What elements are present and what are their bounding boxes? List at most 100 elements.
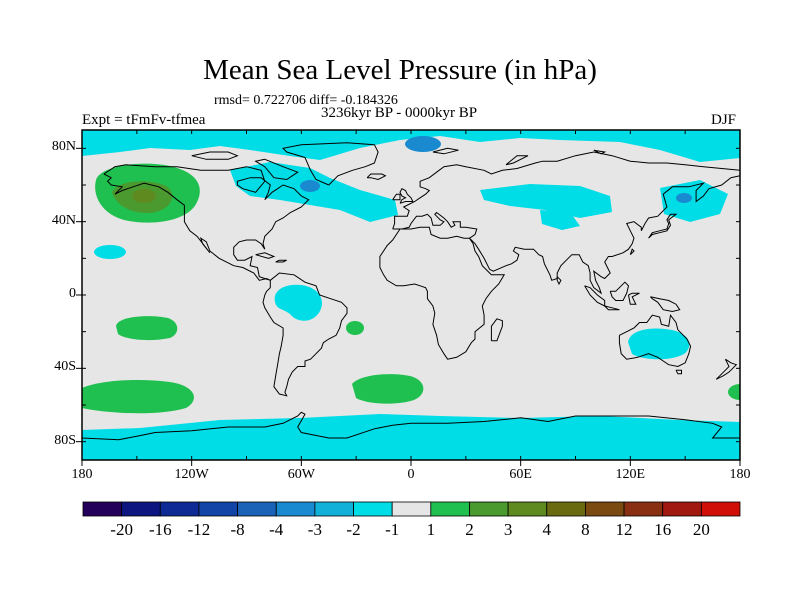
southern-ocean-band — [82, 414, 740, 460]
coastline-segment-25 — [191, 151, 239, 160]
coastline-segment-2 — [282, 142, 379, 186]
lon-label: 60E — [509, 467, 532, 482]
coastline-segment-23 — [275, 259, 287, 263]
colorbar-box — [469, 501, 509, 517]
east-asia-region — [660, 180, 728, 222]
australia-region — [628, 328, 690, 360]
negative-anomaly-regions — [82, 130, 740, 460]
south-pacific-band — [82, 380, 194, 414]
coastlines — [82, 142, 740, 441]
coastline-segment-10 — [648, 213, 678, 239]
colorbar-label: 12 — [615, 520, 633, 539]
period-label: 3236kyr BP - 0000kyr BP — [321, 105, 478, 121]
lat-label: 80N — [51, 139, 76, 155]
lon-label: 0 — [407, 467, 415, 482]
colorbar-box — [546, 501, 586, 517]
colorbar-box — [623, 501, 664, 517]
coastline-segment-27 — [593, 149, 607, 155]
coastline-segment-1 — [262, 272, 348, 397]
lon-label: 120W — [174, 467, 209, 482]
south-atlantic-blob — [346, 321, 364, 335]
coastline-segment-17 — [392, 193, 401, 201]
lon-label: 120E — [615, 467, 646, 482]
coastline-segment-21 — [629, 248, 635, 256]
lat-label: 40N — [51, 212, 76, 228]
colorbar-label: -12 — [187, 520, 211, 539]
eurasia-band — [480, 184, 612, 218]
north-atlantic-region — [230, 162, 398, 222]
coastline-segment-13 — [609, 281, 630, 301]
anomaly-regions — [82, 130, 740, 460]
lat-label: 40S — [54, 359, 76, 375]
asia-central-region — [540, 210, 580, 230]
south-atlantic-band — [352, 374, 424, 404]
coastline-segment-5 — [379, 226, 506, 360]
chart-title: Mean Sea Level Pressure (in hPa) — [203, 54, 597, 86]
strongest-positive-core — [132, 189, 156, 203]
stats-line: rmsd= 0.722706 diff= -0.184326 — [214, 93, 398, 108]
tropical-pacific-band — [116, 316, 178, 341]
colorbar-label: -20 — [110, 520, 133, 539]
strong-negative-cores — [300, 136, 692, 203]
arctic-core — [405, 136, 441, 152]
coastline-segment-26 — [505, 155, 529, 166]
coastline-segment-16 — [399, 188, 414, 204]
coastline-segment-3 — [392, 151, 740, 230]
lon-label: 60W — [287, 467, 315, 482]
colorbar-box — [585, 501, 625, 517]
colorbar-label: -8 — [230, 520, 245, 539]
colorbar-label: -2 — [346, 520, 361, 539]
colorbar-label: -16 — [148, 520, 172, 539]
colorbar-label: -1 — [385, 520, 400, 539]
hudson-core — [300, 180, 320, 192]
lat-label: 80S — [54, 432, 76, 448]
coastline-segment-28 — [432, 147, 459, 155]
lon-label: 180 — [729, 467, 751, 482]
coastline-segment-6 — [490, 318, 503, 342]
experiment-label: Expt = tFmFv-tfmea — [82, 112, 206, 128]
north-pacific-inner-core — [132, 189, 156, 203]
coastline-segment-19 — [82, 411, 740, 441]
colorbar-label: 16 — [654, 520, 672, 539]
colorbar-label: 3 — [503, 520, 513, 539]
colorbar-label: 4 — [542, 520, 552, 539]
east-edge-blob — [728, 384, 740, 400]
coastline-segment-18 — [366, 173, 387, 181]
colorbar-label: -4 — [269, 520, 284, 539]
colorbar-label: 8 — [581, 520, 590, 539]
coastline-segment-12 — [604, 305, 620, 311]
colorbar-box — [430, 501, 470, 517]
colorbar-box — [507, 501, 548, 517]
colorbar — [82, 501, 741, 517]
lon-label: 180 — [71, 467, 93, 482]
coastline-segment-20 — [556, 276, 562, 286]
colorbar-box — [198, 501, 238, 517]
coastline-segment-11 — [584, 285, 606, 307]
season-label: DJF — [711, 112, 737, 128]
colorbar-box — [662, 501, 702, 517]
colorbar-box — [159, 501, 200, 517]
coastline-segment-14 — [628, 292, 640, 305]
arctic-north-band — [82, 130, 740, 162]
coastline-segment-9 — [715, 358, 738, 380]
coastline-segment-22 — [255, 252, 276, 259]
colorbar-box — [82, 501, 123, 517]
south-america-blob — [274, 284, 322, 321]
colorbar-box — [391, 501, 432, 517]
east-asia-core — [676, 193, 692, 203]
coastline-segment-0 — [103, 164, 310, 281]
colorbar-label: 2 — [465, 520, 474, 539]
coastline-segment-24 — [254, 158, 299, 181]
colorbar-label: 1 — [426, 520, 436, 539]
axis-ticks — [76, 130, 741, 466]
pacific-east-blob — [94, 245, 126, 259]
coastline-segment-8 — [675, 369, 682, 375]
colorbar-box — [237, 501, 277, 517]
colorbar-box — [700, 501, 741, 517]
colorbar-box — [275, 501, 316, 517]
colorbar-box — [314, 501, 354, 517]
lat-label: 0 — [69, 286, 76, 301]
colorbar-label: 20 — [692, 520, 710, 539]
coastline-segment-15 — [650, 296, 681, 313]
